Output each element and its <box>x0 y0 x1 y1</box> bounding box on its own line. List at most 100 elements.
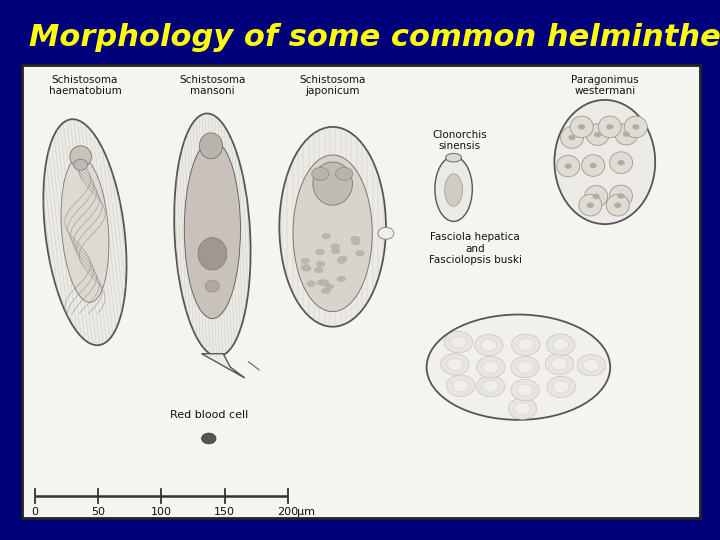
Ellipse shape <box>302 266 311 271</box>
Ellipse shape <box>293 155 372 312</box>
Circle shape <box>614 202 621 208</box>
Ellipse shape <box>570 116 593 138</box>
Text: Morphology of some common helminthes ova: Morphology of some common helminthes ova <box>29 23 720 52</box>
Circle shape <box>312 167 329 180</box>
Circle shape <box>623 131 630 137</box>
Polygon shape <box>202 354 245 378</box>
Ellipse shape <box>426 314 610 420</box>
Circle shape <box>453 380 469 392</box>
Circle shape <box>632 124 639 130</box>
Ellipse shape <box>624 116 647 138</box>
Ellipse shape <box>615 123 638 145</box>
FancyBboxPatch shape <box>22 65 700 518</box>
Ellipse shape <box>445 174 463 206</box>
Ellipse shape <box>318 280 326 285</box>
Ellipse shape <box>610 152 633 173</box>
Circle shape <box>477 376 505 397</box>
Ellipse shape <box>586 124 609 145</box>
Circle shape <box>447 359 463 370</box>
Text: 200: 200 <box>277 507 299 517</box>
Circle shape <box>547 376 575 397</box>
Ellipse shape <box>337 276 346 282</box>
Ellipse shape <box>561 127 584 148</box>
Ellipse shape <box>301 258 310 264</box>
Circle shape <box>483 361 499 373</box>
Ellipse shape <box>356 251 364 256</box>
Ellipse shape <box>351 236 359 241</box>
Circle shape <box>510 380 539 401</box>
Ellipse shape <box>606 194 629 216</box>
Ellipse shape <box>321 288 330 294</box>
Circle shape <box>517 361 533 373</box>
Ellipse shape <box>199 133 222 159</box>
Ellipse shape <box>609 185 632 207</box>
Circle shape <box>552 358 567 370</box>
Circle shape <box>583 359 599 371</box>
Circle shape <box>518 339 534 350</box>
Ellipse shape <box>585 186 608 207</box>
Ellipse shape <box>554 100 655 224</box>
Circle shape <box>569 135 576 140</box>
Circle shape <box>441 354 469 375</box>
Ellipse shape <box>446 153 462 162</box>
Ellipse shape <box>198 238 227 270</box>
Ellipse shape <box>205 280 220 292</box>
Ellipse shape <box>351 240 360 245</box>
Ellipse shape <box>582 155 605 177</box>
Circle shape <box>510 356 539 378</box>
Ellipse shape <box>331 248 340 254</box>
Circle shape <box>517 384 533 396</box>
Ellipse shape <box>557 156 580 177</box>
Ellipse shape <box>598 116 621 138</box>
Text: Schistosoma
mansoni: Schistosoma mansoni <box>179 75 246 96</box>
Circle shape <box>617 193 624 199</box>
Ellipse shape <box>337 258 346 264</box>
Circle shape <box>378 227 394 239</box>
Ellipse shape <box>174 113 251 356</box>
Circle shape <box>73 159 88 170</box>
Circle shape <box>446 375 475 396</box>
Circle shape <box>594 132 601 137</box>
Circle shape <box>202 433 216 444</box>
Circle shape <box>618 160 625 165</box>
Ellipse shape <box>61 157 109 302</box>
Circle shape <box>553 339 569 350</box>
Text: Schistosoma
japonicum: Schistosoma japonicum <box>300 75 366 96</box>
Ellipse shape <box>279 127 386 327</box>
Ellipse shape <box>579 194 602 216</box>
Ellipse shape <box>325 284 333 289</box>
Ellipse shape <box>70 146 91 167</box>
Ellipse shape <box>184 140 240 319</box>
Circle shape <box>606 124 613 130</box>
Circle shape <box>578 124 585 130</box>
Ellipse shape <box>320 280 329 285</box>
Circle shape <box>590 163 597 168</box>
Circle shape <box>474 334 503 356</box>
Text: μm: μm <box>297 507 315 517</box>
Text: Paragonimus
westermani: Paragonimus westermani <box>571 75 639 96</box>
Text: 0: 0 <box>31 507 38 517</box>
Circle shape <box>553 381 569 393</box>
Circle shape <box>482 380 498 392</box>
Circle shape <box>481 339 497 351</box>
Ellipse shape <box>307 281 315 286</box>
Circle shape <box>508 398 536 419</box>
Text: Red blood cell: Red blood cell <box>170 410 248 421</box>
Circle shape <box>451 336 467 348</box>
Ellipse shape <box>301 265 310 270</box>
Ellipse shape <box>322 234 330 239</box>
Ellipse shape <box>315 267 323 273</box>
Circle shape <box>546 334 575 355</box>
Ellipse shape <box>331 244 340 249</box>
Circle shape <box>444 332 473 353</box>
Circle shape <box>593 194 600 199</box>
Text: Clonorchis
sinensis: Clonorchis sinensis <box>432 130 487 151</box>
Circle shape <box>512 334 540 355</box>
Circle shape <box>477 356 505 378</box>
Text: 50: 50 <box>91 507 105 517</box>
Ellipse shape <box>313 162 353 205</box>
Circle shape <box>515 403 531 415</box>
Text: Fasciola hepatica
and
Fasciolopsis buski: Fasciola hepatica and Fasciolopsis buski <box>428 232 522 265</box>
Circle shape <box>587 202 594 208</box>
Ellipse shape <box>316 261 325 267</box>
